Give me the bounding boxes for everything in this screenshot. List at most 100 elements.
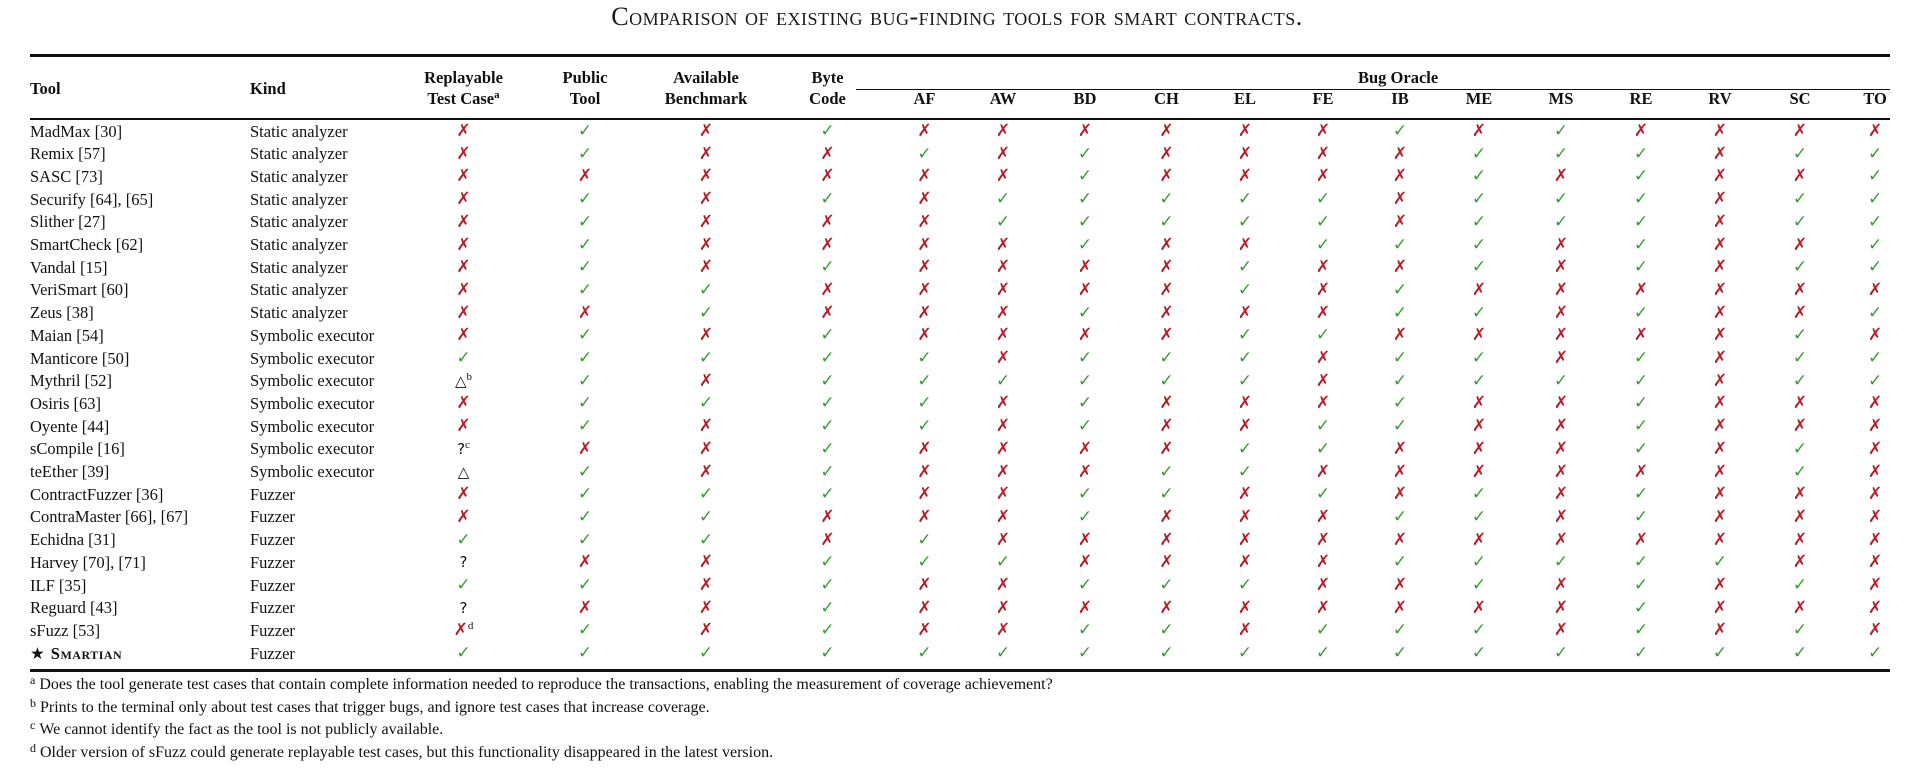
oracle-to-cell: ✗ — [1840, 551, 1910, 574]
oracle-el-cell: ✓ — [1206, 347, 1284, 370]
benchmark-cell: ✗ — [643, 256, 769, 279]
oracle-aw-cell: ✗ — [963, 165, 1043, 188]
replayable-cell: ✓ — [400, 529, 527, 552]
cross-icon: ✗ — [1867, 438, 1883, 459]
cross-icon: ✗ — [698, 189, 714, 210]
cross-icon: ✗ — [1553, 620, 1569, 641]
table-row: ILF [35] Fuzzer ✓ ✓ ✗ ✓ ✗ ✗ ✓ ✓ ✓ ✗ ✗ ✓ ✗ ✓ ✗ ✓ ✗ — [30, 574, 1910, 597]
oracle-ch-cell: ✗ — [1127, 256, 1206, 279]
oracle-el-cell: ✗ — [1206, 551, 1284, 574]
cross-icon: ✗ — [1553, 461, 1569, 482]
header-kind: Kind — [250, 78, 286, 98]
oracle-sc-cell: ✓ — [1760, 642, 1840, 665]
header-benchmark-line1: Available — [673, 68, 739, 87]
cross-icon: ✗ — [456, 234, 471, 255]
bytecode-cell: ✗ — [769, 234, 886, 257]
oracle-sc-cell: ✓ — [1760, 619, 1840, 642]
check-icon: ✓ — [577, 370, 593, 391]
cross-icon: ✗ — [1159, 506, 1174, 527]
oracle-ch-cell: ✗ — [1127, 529, 1206, 552]
tool-cell: Manticore [50] — [30, 347, 250, 370]
public-tool-cell: ✓ — [527, 234, 643, 257]
cross-icon: ✗ — [1315, 506, 1331, 527]
cross-icon: ✗ — [917, 325, 932, 346]
cross-icon: ✗ — [1712, 211, 1728, 232]
check-icon: ✓ — [1712, 552, 1728, 573]
benchmark-cell: ✓ — [643, 529, 769, 552]
check-icon: ✓ — [1792, 325, 1808, 346]
oracle-re-cell: ✓ — [1602, 619, 1680, 642]
check-icon: ✓ — [1315, 325, 1331, 346]
replayable-cell: △ — [400, 461, 527, 484]
tool-cell: sCompile [16] — [30, 438, 250, 461]
cross-icon: ✗ — [456, 325, 471, 346]
cross-icon: ✗ — [1237, 416, 1253, 437]
check-icon: ✓ — [1867, 370, 1883, 391]
check-icon: ✓ — [1712, 643, 1728, 664]
cross-icon: ✗ — [698, 370, 714, 391]
check-icon: ✓ — [1237, 461, 1253, 482]
check-icon: ✓ — [1237, 189, 1253, 210]
oracle-aw-cell: ✗ — [963, 619, 1043, 642]
cross-icon: ✗ — [1792, 302, 1808, 323]
oracle-af-cell: ✗ — [886, 120, 963, 143]
cross-icon: ✗ — [1237, 529, 1253, 550]
cross-icon: ✗ — [1712, 143, 1728, 164]
cross-icon: ✗ — [917, 166, 932, 187]
tool-kind: Static analyzer — [250, 144, 348, 164]
public-tool-cell: ✓ — [527, 574, 643, 597]
check-icon: ✓ — [1471, 166, 1487, 187]
oracle-af-cell: ✓ — [886, 415, 963, 438]
check-icon: ✓ — [1867, 257, 1883, 278]
cross-icon: ✗ — [995, 393, 1011, 414]
tool-name: Mythril [52] — [30, 371, 113, 391]
oracle-ib-cell: ✗ — [1362, 324, 1438, 347]
cross-icon: ✗ — [917, 189, 932, 210]
public-tool-cell: ✓ — [527, 211, 643, 234]
oracle-bd-cell: ✓ — [1043, 574, 1127, 597]
cross-icon: ✗ — [1315, 257, 1331, 278]
header-oracle-me: ME — [1465, 89, 1493, 108]
oracle-bd-cell: ✗ — [1043, 438, 1127, 461]
oracle-fe-cell: ✓ — [1284, 211, 1362, 234]
table-row: Maian [54] Symbolic executor ✗ ✓ ✗ ✓ ✗ ✗ ✗ ✗ ✓ ✓ ✗ ✗ ✗… — [30, 324, 1910, 347]
cross-icon: ✗ — [1633, 461, 1649, 482]
footnote-text: Prints to the terminal only about test c… — [40, 698, 710, 716]
cross-icon: ✗ — [995, 416, 1011, 437]
check-icon: ✓ — [1159, 461, 1174, 482]
tool-kind: Static analyzer — [250, 189, 348, 209]
public-tool-cell: ✓ — [527, 279, 643, 302]
replayable-cell: ✗ — [400, 302, 527, 325]
oracle-aw-cell: ✗ — [963, 347, 1043, 370]
oracle-to-cell: ✗ — [1840, 415, 1910, 438]
bottom-rule — [30, 669, 1890, 672]
cross-icon: ✗ — [1553, 416, 1569, 437]
public-tool-cell: ✓ — [527, 256, 643, 279]
oracle-ms-cell: ✗ — [1520, 234, 1602, 257]
check-icon: ✓ — [1237, 643, 1253, 664]
check-icon: ✓ — [577, 257, 593, 278]
oracle-aw-cell: ✗ — [963, 143, 1043, 166]
public-tool-cell: ✗ — [527, 165, 643, 188]
benchmark-cell: ✗ — [643, 597, 769, 620]
check-icon: ✓ — [1867, 643, 1883, 664]
oracle-rv-cell: ✗ — [1680, 143, 1760, 166]
cross-icon: ✗ — [1159, 279, 1174, 300]
oracle-me-cell: ✗ — [1438, 324, 1520, 347]
cross-icon: ✗ — [1077, 438, 1093, 459]
bytecode-cell: ✗ — [769, 302, 886, 325]
check-icon: ✓ — [1392, 234, 1408, 255]
cross-icon: ✗ — [1159, 257, 1174, 278]
cross-icon: ✗ — [1712, 257, 1728, 278]
oracle-af-cell: ✓ — [886, 392, 963, 415]
check-icon: ✓ — [1237, 325, 1253, 346]
oracle-fe-cell: ✓ — [1284, 324, 1362, 347]
oracle-me-cell: ✗ — [1438, 392, 1520, 415]
oracle-aw-cell: ✗ — [963, 120, 1043, 143]
check-icon: ✓ — [1471, 348, 1487, 369]
tool-cell: SmartCheck [62] — [30, 234, 250, 257]
tool-cell: Oyente [44] — [30, 415, 250, 438]
cross-icon: ✗ — [820, 302, 835, 323]
oracle-bd-cell: ✓ — [1043, 619, 1127, 642]
cross-icon: ✗ — [1712, 166, 1728, 187]
